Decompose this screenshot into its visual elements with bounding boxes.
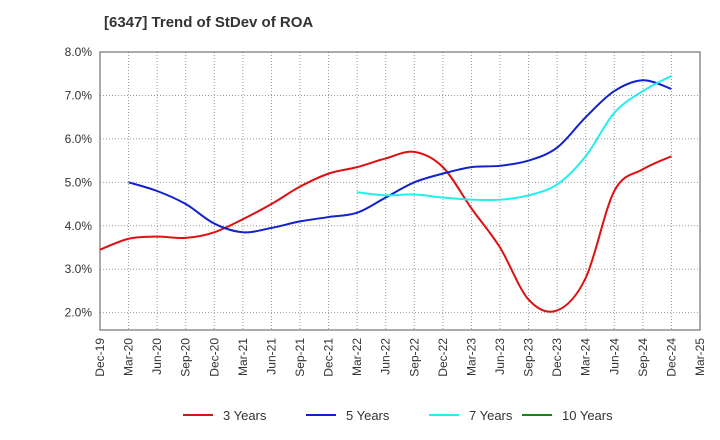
y-tick-label: 5.0% — [65, 175, 93, 189]
x-tick-label: Sep-23 — [522, 338, 536, 377]
x-tick-label: Mar-20 — [122, 338, 136, 376]
x-tick-label: Mar-25 — [693, 338, 707, 376]
x-tick-label: Sep-24 — [636, 338, 650, 377]
plot-area — [100, 52, 700, 330]
legend-label: 3 Years — [223, 408, 267, 423]
series-line-3-years — [99, 150, 672, 313]
plot-frame — [99, 51, 701, 331]
legend-label: 7 Years — [469, 408, 513, 423]
y-tick-label: 2.0% — [65, 306, 93, 320]
legend-label: 5 Years — [346, 408, 390, 423]
x-tick-label: Jun-21 — [264, 338, 278, 375]
series-lines — [99, 75, 672, 313]
x-tick-label: Jun-24 — [607, 338, 621, 375]
x-tick-label: Mar-22 — [350, 338, 364, 376]
series-line-5-years — [128, 79, 672, 234]
y-tick-label: 7.0% — [65, 88, 93, 102]
x-tick-label: Mar-23 — [464, 338, 478, 376]
x-tick-label: Sep-22 — [407, 338, 421, 377]
y-tick-label: 4.0% — [65, 219, 93, 233]
legend: 3 Years 5 Years 7 Years 10 Years — [183, 408, 613, 423]
x-tick-label: Dec-22 — [436, 338, 450, 377]
x-tick-label: Sep-20 — [179, 338, 193, 377]
axes — [99, 51, 701, 331]
x-tick-label: Mar-24 — [579, 338, 593, 376]
x-tick-label: Sep-21 — [293, 338, 307, 377]
x-tick-label: Dec-21 — [322, 338, 336, 377]
x-tick-label: Jun-20 — [150, 338, 164, 375]
x-tick-label: Dec-23 — [550, 338, 564, 377]
x-tick-label: Mar-21 — [236, 338, 250, 376]
x-tick-label: Dec-19 — [93, 338, 107, 377]
plot-background — [100, 52, 700, 330]
x-tick-label: Dec-20 — [207, 338, 221, 377]
x-tick-label: Dec-24 — [664, 338, 678, 377]
y-tick-label: 8.0% — [65, 45, 93, 59]
x-axis-ticks: Dec-19 Mar-20 Jun-20 Sep-20 Dec-20 Mar-21 Jun-… — [93, 338, 707, 377]
y-axis-ticks: 2.0% 3.0% 4.0% 5.0% 6.0% 7.0% 8.0% — [65, 45, 93, 320]
series-line-7-years — [357, 75, 672, 202]
legend-label: 10 Years — [562, 408, 613, 423]
chart-title: [6347] Trend of StDev of ROA — [104, 14, 314, 31]
y-tick-label: 6.0% — [65, 132, 93, 146]
x-tick-label: Jun-23 — [493, 338, 507, 375]
x-tick-label: Jun-22 — [379, 338, 393, 375]
y-tick-label: 3.0% — [65, 262, 93, 276]
